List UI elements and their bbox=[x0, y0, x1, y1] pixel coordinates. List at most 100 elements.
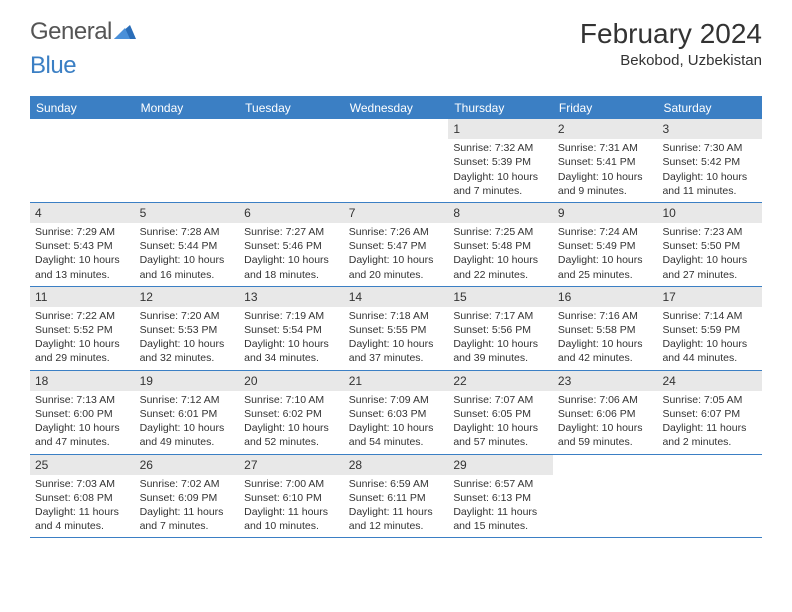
day-details: Sunrise: 7:02 AMSunset: 6:09 PMDaylight:… bbox=[140, 477, 235, 534]
logo-word2: Blue bbox=[30, 52, 76, 79]
calendar-week: 25Sunrise: 7:03 AMSunset: 6:08 PMDayligh… bbox=[30, 455, 762, 539]
calendar-day bbox=[553, 455, 658, 538]
calendar-day: 25Sunrise: 7:03 AMSunset: 6:08 PMDayligh… bbox=[30, 455, 135, 538]
day-details: Sunrise: 7:17 AMSunset: 5:56 PMDaylight:… bbox=[453, 309, 548, 366]
calendar-day: 3Sunrise: 7:30 AMSunset: 5:42 PMDaylight… bbox=[657, 119, 762, 202]
day-details: Sunrise: 7:18 AMSunset: 5:55 PMDaylight:… bbox=[349, 309, 444, 366]
calendar-day: 6Sunrise: 7:27 AMSunset: 5:46 PMDaylight… bbox=[239, 203, 344, 286]
calendar-day: 12Sunrise: 7:20 AMSunset: 5:53 PMDayligh… bbox=[135, 287, 240, 370]
day-number: 14 bbox=[344, 287, 449, 307]
day-number: 24 bbox=[657, 371, 762, 391]
day-details: Sunrise: 7:31 AMSunset: 5:41 PMDaylight:… bbox=[558, 141, 653, 198]
calendar-day: 2Sunrise: 7:31 AMSunset: 5:41 PMDaylight… bbox=[553, 119, 658, 202]
calendar-day bbox=[30, 119, 135, 202]
logo-triangle-icon bbox=[114, 25, 136, 42]
day-details: Sunrise: 7:00 AMSunset: 6:10 PMDaylight:… bbox=[244, 477, 339, 534]
calendar-day bbox=[657, 455, 762, 538]
day-number: 18 bbox=[30, 371, 135, 391]
day-details: Sunrise: 7:10 AMSunset: 6:02 PMDaylight:… bbox=[244, 393, 339, 450]
calendar-day: 23Sunrise: 7:06 AMSunset: 6:06 PMDayligh… bbox=[553, 371, 658, 454]
weekday-header: Sunday bbox=[30, 97, 135, 119]
weekday-header: Thursday bbox=[448, 97, 553, 119]
weekday-row: SundayMondayTuesdayWednesdayThursdayFrid… bbox=[30, 97, 762, 119]
day-details: Sunrise: 7:28 AMSunset: 5:44 PMDaylight:… bbox=[140, 225, 235, 282]
day-number: 22 bbox=[448, 371, 553, 391]
calendar-day: 16Sunrise: 7:16 AMSunset: 5:58 PMDayligh… bbox=[553, 287, 658, 370]
day-details: Sunrise: 7:06 AMSunset: 6:06 PMDaylight:… bbox=[558, 393, 653, 450]
day-number: 16 bbox=[553, 287, 658, 307]
day-number: 10 bbox=[657, 203, 762, 223]
location: Bekobod, Uzbekistan bbox=[580, 52, 762, 69]
calendar-day: 20Sunrise: 7:10 AMSunset: 6:02 PMDayligh… bbox=[239, 371, 344, 454]
weekday-header: Saturday bbox=[657, 97, 762, 119]
calendar-week: 18Sunrise: 7:13 AMSunset: 6:00 PMDayligh… bbox=[30, 371, 762, 455]
day-number: 21 bbox=[344, 371, 449, 391]
day-details: Sunrise: 7:07 AMSunset: 6:05 PMDaylight:… bbox=[453, 393, 548, 450]
calendar-day: 18Sunrise: 7:13 AMSunset: 6:00 PMDayligh… bbox=[30, 371, 135, 454]
calendar-body: 1Sunrise: 7:32 AMSunset: 5:39 PMDaylight… bbox=[30, 119, 762, 538]
calendar-day: 29Sunrise: 6:57 AMSunset: 6:13 PMDayligh… bbox=[448, 455, 553, 538]
calendar-day: 13Sunrise: 7:19 AMSunset: 5:54 PMDayligh… bbox=[239, 287, 344, 370]
month-title: February 2024 bbox=[580, 18, 762, 50]
day-number: 2 bbox=[553, 119, 658, 139]
day-number: 28 bbox=[344, 455, 449, 475]
calendar-day bbox=[239, 119, 344, 202]
day-number: 8 bbox=[448, 203, 553, 223]
day-number: 11 bbox=[30, 287, 135, 307]
calendar-day bbox=[344, 119, 449, 202]
calendar-day: 1Sunrise: 7:32 AMSunset: 5:39 PMDaylight… bbox=[448, 119, 553, 202]
title-block: February 2024 Bekobod, Uzbekistan bbox=[580, 18, 762, 69]
logo-text-block: General Blue bbox=[30, 18, 136, 80]
calendar-day: 8Sunrise: 7:25 AMSunset: 5:48 PMDaylight… bbox=[448, 203, 553, 286]
day-number: 29 bbox=[448, 455, 553, 475]
calendar-day: 7Sunrise: 7:26 AMSunset: 5:47 PMDaylight… bbox=[344, 203, 449, 286]
day-number: 27 bbox=[239, 455, 344, 475]
weekday-header: Monday bbox=[135, 97, 240, 119]
day-details: Sunrise: 7:30 AMSunset: 5:42 PMDaylight:… bbox=[662, 141, 757, 198]
day-details: Sunrise: 7:19 AMSunset: 5:54 PMDaylight:… bbox=[244, 309, 339, 366]
calendar-day: 26Sunrise: 7:02 AMSunset: 6:09 PMDayligh… bbox=[135, 455, 240, 538]
weekday-header: Wednesday bbox=[344, 97, 449, 119]
calendar-day: 19Sunrise: 7:12 AMSunset: 6:01 PMDayligh… bbox=[135, 371, 240, 454]
day-number: 9 bbox=[553, 203, 658, 223]
day-number: 13 bbox=[239, 287, 344, 307]
day-number: 4 bbox=[30, 203, 135, 223]
day-details: Sunrise: 7:26 AMSunset: 5:47 PMDaylight:… bbox=[349, 225, 444, 282]
day-number: 12 bbox=[135, 287, 240, 307]
calendar-day: 28Sunrise: 6:59 AMSunset: 6:11 PMDayligh… bbox=[344, 455, 449, 538]
logo: General Blue bbox=[30, 18, 136, 80]
day-details: Sunrise: 7:22 AMSunset: 5:52 PMDaylight:… bbox=[35, 309, 130, 366]
day-details: Sunrise: 7:23 AMSunset: 5:50 PMDaylight:… bbox=[662, 225, 757, 282]
day-number: 7 bbox=[344, 203, 449, 223]
weekday-header: Friday bbox=[553, 97, 658, 119]
day-details: Sunrise: 7:20 AMSunset: 5:53 PMDaylight:… bbox=[140, 309, 235, 366]
calendar-day bbox=[135, 119, 240, 202]
day-number: 23 bbox=[553, 371, 658, 391]
day-number: 1 bbox=[448, 119, 553, 139]
calendar-day: 5Sunrise: 7:28 AMSunset: 5:44 PMDaylight… bbox=[135, 203, 240, 286]
calendar-day: 17Sunrise: 7:14 AMSunset: 5:59 PMDayligh… bbox=[657, 287, 762, 370]
day-details: Sunrise: 7:24 AMSunset: 5:49 PMDaylight:… bbox=[558, 225, 653, 282]
day-details: Sunrise: 7:09 AMSunset: 6:03 PMDaylight:… bbox=[349, 393, 444, 450]
day-details: Sunrise: 7:12 AMSunset: 6:01 PMDaylight:… bbox=[140, 393, 235, 450]
day-number: 20 bbox=[239, 371, 344, 391]
calendar-day: 21Sunrise: 7:09 AMSunset: 6:03 PMDayligh… bbox=[344, 371, 449, 454]
calendar-day: 10Sunrise: 7:23 AMSunset: 5:50 PMDayligh… bbox=[657, 203, 762, 286]
day-number: 26 bbox=[135, 455, 240, 475]
day-details: Sunrise: 6:57 AMSunset: 6:13 PMDaylight:… bbox=[453, 477, 548, 534]
day-number: 5 bbox=[135, 203, 240, 223]
day-details: Sunrise: 7:25 AMSunset: 5:48 PMDaylight:… bbox=[453, 225, 548, 282]
day-number: 25 bbox=[30, 455, 135, 475]
day-number: 15 bbox=[448, 287, 553, 307]
day-number: 6 bbox=[239, 203, 344, 223]
header: General Blue February 2024 Bekobod, Uzbe… bbox=[0, 0, 792, 88]
calendar-day: 24Sunrise: 7:05 AMSunset: 6:07 PMDayligh… bbox=[657, 371, 762, 454]
calendar-day: 14Sunrise: 7:18 AMSunset: 5:55 PMDayligh… bbox=[344, 287, 449, 370]
day-details: Sunrise: 7:32 AMSunset: 5:39 PMDaylight:… bbox=[453, 141, 548, 198]
day-details: Sunrise: 7:27 AMSunset: 5:46 PMDaylight:… bbox=[244, 225, 339, 282]
day-details: Sunrise: 7:03 AMSunset: 6:08 PMDaylight:… bbox=[35, 477, 130, 534]
calendar-day: 4Sunrise: 7:29 AMSunset: 5:43 PMDaylight… bbox=[30, 203, 135, 286]
calendar-day: 22Sunrise: 7:07 AMSunset: 6:05 PMDayligh… bbox=[448, 371, 553, 454]
day-details: Sunrise: 7:13 AMSunset: 6:00 PMDaylight:… bbox=[35, 393, 130, 450]
day-details: Sunrise: 7:29 AMSunset: 5:43 PMDaylight:… bbox=[35, 225, 130, 282]
